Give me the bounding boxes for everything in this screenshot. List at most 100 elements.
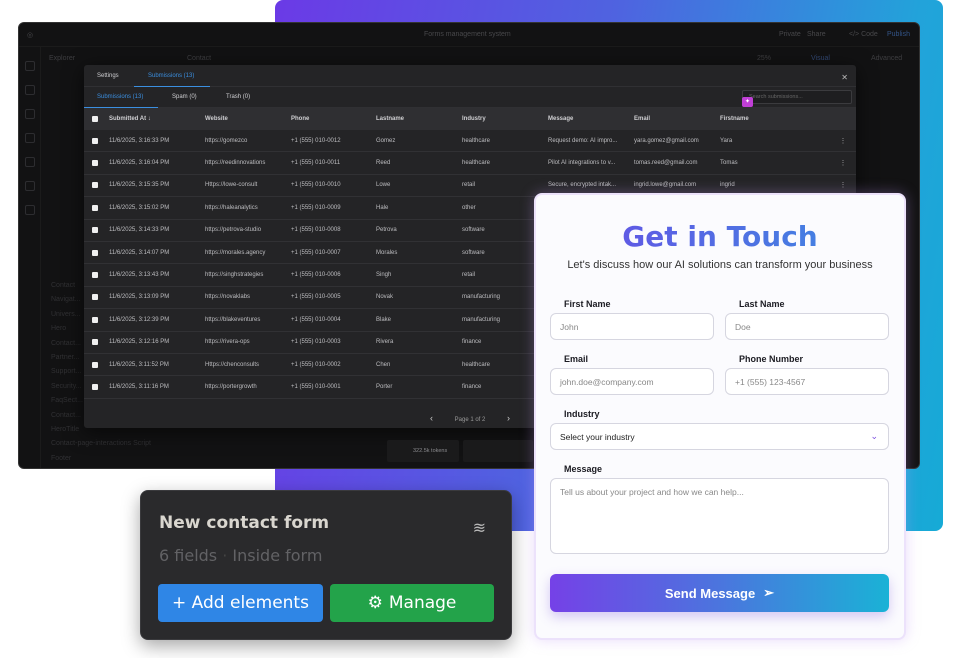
table-cell: ingrid	[720, 182, 735, 189]
message-textarea[interactable]: Tell us about your project and how we ca…	[550, 478, 889, 554]
row-checkbox[interactable]	[92, 339, 98, 346]
manage-button[interactable]: ⚙ Manage	[330, 584, 494, 622]
tab-submissions[interactable]: Submissions (13)	[148, 73, 195, 79]
row-checkbox[interactable]	[92, 272, 98, 279]
table-cell: https://blakeventures	[205, 316, 261, 323]
first-name-field[interactable]: John	[550, 313, 714, 340]
column-header[interactable]: Industry	[462, 116, 486, 122]
table-row[interactable]: 11/6/2025, 3:14:33 PM https://petrova-stu…	[84, 220, 856, 242]
tree-item[interactable]: Security...	[51, 382, 82, 390]
layers-icon[interactable]: ≋	[472, 520, 486, 537]
row-checkbox[interactable]	[92, 294, 98, 301]
docs-icon[interactable]	[24, 157, 35, 167]
zoom-level[interactable]: 25%	[757, 55, 772, 62]
table-row[interactable]: 11/6/2025, 3:13:09 PM https://novaklabs +1…	[84, 287, 856, 310]
tab-settings[interactable]: Settings	[97, 73, 119, 79]
tree-item[interactable]: Hero	[51, 325, 67, 333]
search-input[interactable]: Search submissions...	[742, 90, 852, 104]
subtab-submissions[interactable]: Submissions (13)	[97, 94, 144, 100]
field-count: 6 fields	[159, 546, 218, 565]
table-cell: software	[462, 249, 485, 256]
tree-item[interactable]: Contact...	[51, 411, 81, 419]
components-icon[interactable]	[24, 109, 35, 119]
code-button[interactable]: </> Code	[849, 31, 878, 38]
row-menu-icon[interactable]: ⋮	[840, 138, 846, 145]
table-row[interactable]: 11/6/2025, 3:16:33 PM https://gomezco +1 (…	[84, 130, 856, 153]
table-row[interactable]: 11/6/2025, 3:12:16 PM https://rivera-ops +…	[84, 332, 856, 354]
table-cell: 11/6/2025, 3:15:02 PM	[109, 204, 170, 211]
tab-advanced[interactable]: Advanced	[871, 55, 903, 62]
column-header[interactable]: Firstname	[720, 116, 749, 122]
table-row[interactable]: 11/6/2025, 3:15:35 PM Https://lowe-consul…	[84, 175, 856, 198]
row-checkbox[interactable]	[92, 204, 98, 211]
column-header[interactable]: Phone	[291, 116, 310, 122]
table-row[interactable]: 11/6/2025, 3:11:16 PM https://portergrowt…	[84, 376, 856, 399]
ai-sparkle-icon[interactable]: ✦	[742, 97, 753, 107]
tree-item[interactable]: Footer	[51, 454, 72, 462]
app-title[interactable]: Forms management system	[424, 31, 511, 38]
tree-item[interactable]: Contact-page-interactions Script	[51, 440, 151, 448]
email-field[interactable]: john.doe@company.com	[550, 368, 714, 395]
table-cell: healthcare	[462, 361, 491, 368]
prev-page-icon[interactable]: ‹	[429, 413, 433, 423]
next-page-icon[interactable]: ›	[507, 413, 511, 423]
file-tab-contact[interactable]: Contact	[187, 55, 212, 62]
tree-item[interactable]: Contact...	[51, 339, 81, 347]
row-checkbox[interactable]	[92, 137, 98, 144]
table-row[interactable]: 11/6/2025, 3:14:07 PM https://morales.age…	[84, 242, 856, 265]
table-row[interactable]: 11/6/2025, 3:11:52 PM Https://chenconsult…	[84, 354, 856, 377]
close-icon[interactable]: ✕	[841, 73, 848, 82]
tab-visual[interactable]: Visual	[811, 55, 830, 62]
table-row[interactable]: 11/6/2025, 3:13:43 PM https://singhstrate…	[84, 264, 856, 287]
folder-icon[interactable]	[24, 181, 35, 191]
phone-field[interactable]: +1 (555) 123-4567	[725, 368, 889, 395]
column-header[interactable]: Website	[205, 116, 228, 122]
tree-item[interactable]: Partner...	[51, 354, 80, 362]
tree-item[interactable]: Contact	[51, 282, 76, 289]
column-header[interactable]: Message	[548, 116, 574, 122]
tab-underline	[134, 85, 210, 87]
row-checkbox[interactable]	[92, 182, 98, 189]
table-cell: Rivera	[376, 339, 394, 346]
row-checkbox[interactable]	[92, 316, 98, 323]
activity-bar	[19, 47, 41, 468]
table-row[interactable]: 11/6/2025, 3:12:39 PM https://blakeventur…	[84, 309, 856, 332]
industry-label: Industry	[564, 409, 600, 419]
card-location: Inside form	[232, 546, 323, 565]
select-all-checkbox[interactable]	[92, 116, 98, 122]
industry-select[interactable]: Select your industry ⌄	[550, 423, 889, 450]
table-row[interactable]: 11/6/2025, 3:16:04 PM https://reedinnovat…	[84, 152, 856, 175]
send-message-button[interactable]: Send Message ➢	[550, 574, 889, 612]
explorer-icon[interactable]	[24, 61, 35, 71]
tree-item[interactable]: Navigat...	[51, 296, 81, 304]
subtab-spam[interactable]: Spam (0)	[172, 94, 197, 100]
database-icon[interactable]	[24, 133, 35, 143]
ai-icon[interactable]	[24, 205, 35, 215]
row-menu-icon[interactable]: ⋮	[840, 182, 846, 189]
row-menu-icon[interactable]: ⋮	[840, 160, 846, 167]
table-cell: 11/6/2025, 3:15:35 PM	[109, 182, 170, 189]
column-header[interactable]: Submitted At ↓	[109, 116, 151, 122]
table-row[interactable]: 11/6/2025, 3:15:02 PM https://haleanalyti…	[84, 197, 856, 220]
private-button[interactable]: Private	[779, 31, 801, 38]
add-elements-button[interactable]: + Add elements	[158, 584, 323, 622]
row-checkbox[interactable]	[92, 160, 98, 167]
row-checkbox[interactable]	[92, 227, 98, 234]
pages-icon[interactable]	[24, 85, 35, 95]
tree-item[interactable]: Support...	[51, 368, 82, 376]
table-cell: Https://lowe-consult	[205, 182, 258, 189]
column-header[interactable]: Lastname	[376, 116, 405, 122]
column-header[interactable]: Email	[634, 116, 651, 122]
form-title: Get in Touch	[536, 220, 904, 253]
tree-item[interactable]: Univers...	[51, 310, 81, 318]
table-cell: https://portergrowth	[205, 383, 257, 390]
row-checkbox[interactable]	[92, 361, 98, 368]
row-checkbox[interactable]	[92, 249, 98, 256]
share-button[interactable]: Share	[807, 31, 826, 38]
row-checkbox[interactable]	[92, 383, 98, 390]
subtab-trash[interactable]: Trash (0)	[226, 94, 251, 100]
tree-item[interactable]: FaqSect...	[51, 397, 83, 405]
tree-item[interactable]: HeroTitle	[51, 426, 80, 434]
last-name-field[interactable]: Doe	[725, 313, 889, 340]
publish-button[interactable]: Publish	[887, 31, 910, 38]
